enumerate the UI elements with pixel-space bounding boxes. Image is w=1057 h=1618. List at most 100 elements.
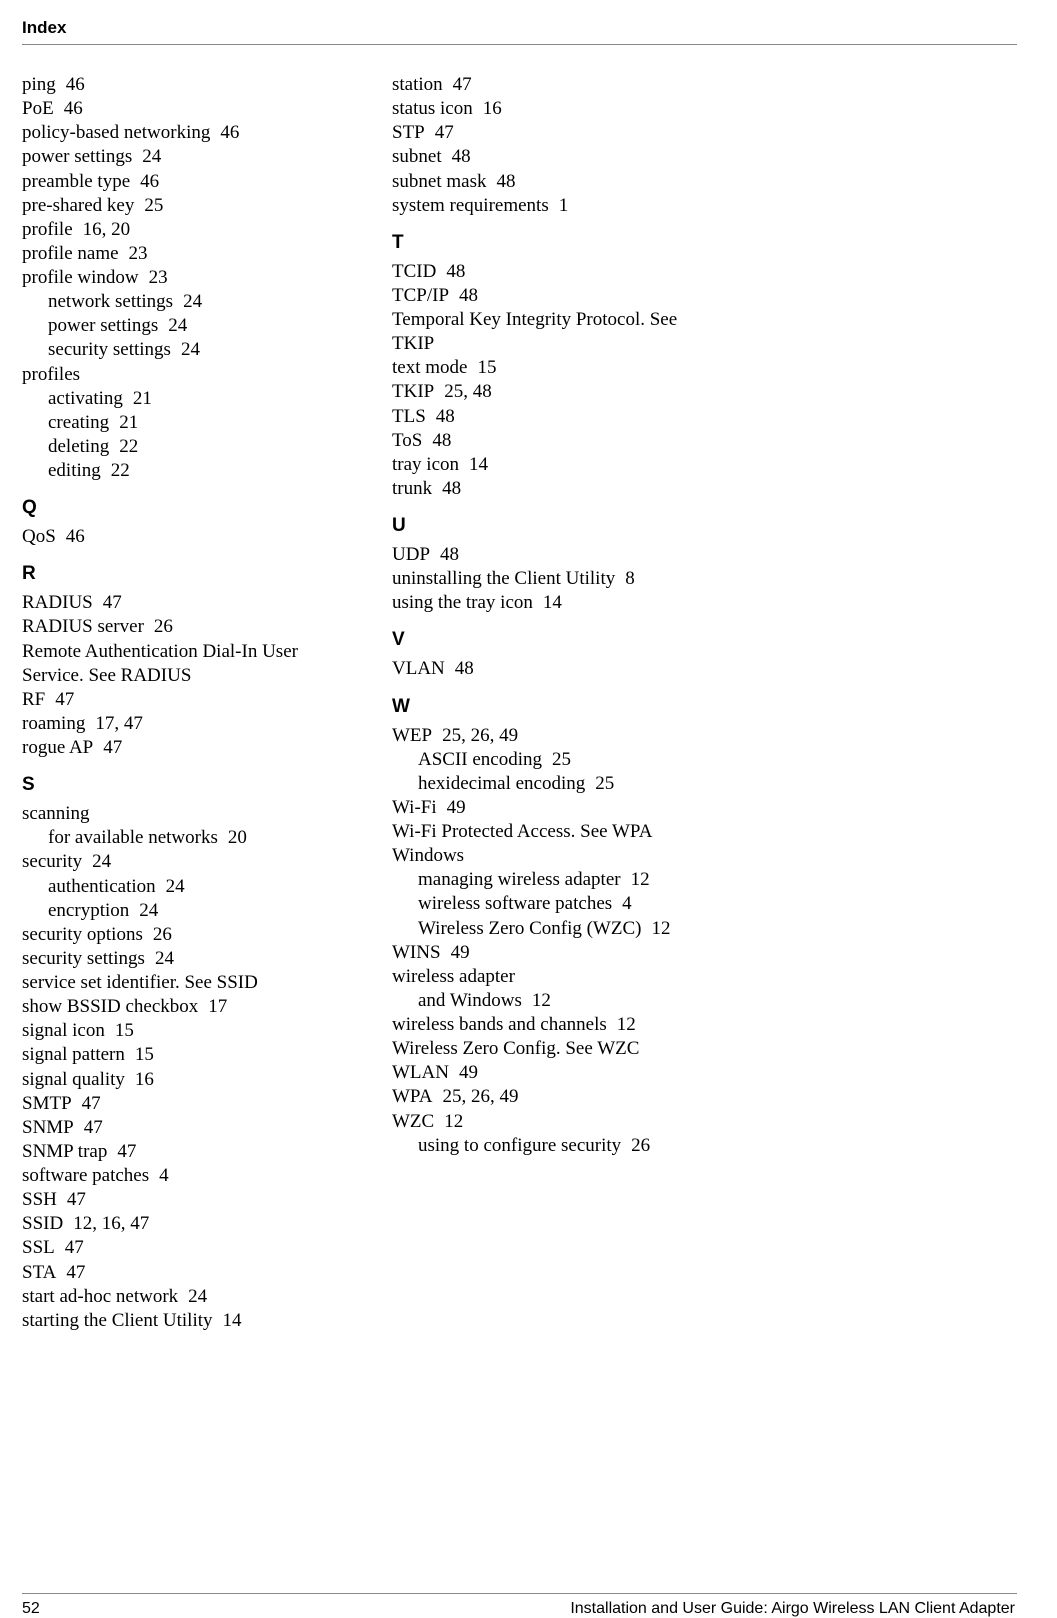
index-page-ref[interactable]: 25, 48 <box>444 381 492 402</box>
index-page-ref[interactable]: 48 <box>459 285 478 306</box>
index-page-ref[interactable]: 25, 26, 49 <box>442 725 518 746</box>
index-page-ref[interactable]: 47 <box>453 74 472 95</box>
index-page-ref[interactable]: 14 <box>543 592 562 613</box>
index-page-ref[interactable]: 12 <box>631 869 650 890</box>
index-page-ref[interactable]: 12 <box>617 1014 636 1035</box>
index-term: WZC <box>392 1111 434 1132</box>
index-page-ref[interactable]: 24 <box>183 291 202 312</box>
index-page-ref[interactable]: 47 <box>435 122 454 143</box>
index-page-ref[interactable]: 48 <box>452 146 471 167</box>
index-page-ref[interactable]: 4 <box>159 1165 169 1186</box>
index-page-ref[interactable]: 26 <box>154 616 173 637</box>
index-page-ref[interactable]: 48 <box>496 171 515 192</box>
index-page-ref[interactable]: 8 <box>625 568 635 589</box>
index-page-ref[interactable]: 21 <box>133 388 152 409</box>
index-page-ref[interactable]: 46 <box>66 74 85 95</box>
index-page-ref[interactable]: 48 <box>442 478 461 499</box>
index-page-ref[interactable]: 12 <box>444 1111 463 1132</box>
index-page-ref[interactable]: 26 <box>631 1135 650 1156</box>
index-page-ref[interactable]: 47 <box>65 1237 84 1258</box>
index-entry: security24 <box>22 850 352 874</box>
index-page-ref[interactable]: 46 <box>220 122 239 143</box>
index-term: roaming <box>22 713 85 734</box>
index-page-ref[interactable]: 25 <box>552 749 571 770</box>
page-title: Index <box>22 18 1017 38</box>
index-term: PoE <box>22 98 54 119</box>
index-entry: text mode15 <box>392 356 752 380</box>
index-page-ref[interactable]: 47 <box>66 1262 85 1283</box>
index-page-ref[interactable]: 49 <box>459 1062 478 1083</box>
index-page-ref[interactable]: 47 <box>103 737 122 758</box>
index-page-ref[interactable]: 48 <box>436 406 455 427</box>
index-page-ref[interactable]: 24 <box>166 876 185 897</box>
index-page-ref[interactable]: 46 <box>140 171 159 192</box>
index-page-ref[interactable]: 14 <box>469 454 488 475</box>
index-entry: SSID12, 16, 47 <box>22 1212 352 1236</box>
index-page-ref[interactable]: 23 <box>129 243 148 264</box>
index-term: policy-based networking <box>22 122 210 143</box>
index-page-ref[interactable]: 48 <box>455 658 474 679</box>
index-page-ref[interactable]: 20 <box>228 827 247 848</box>
index-page-ref[interactable]: 47 <box>117 1141 136 1162</box>
index-page-ref[interactable]: 24 <box>92 851 111 872</box>
index-entry: station47 <box>392 73 752 97</box>
index-term: managing wireless adapter <box>418 869 621 890</box>
index-section-letter: S <box>22 774 352 796</box>
index-page-ref[interactable]: 25, 26, 49 <box>442 1086 518 1107</box>
index-page-ref[interactable]: 16, 20 <box>83 219 131 240</box>
index-entry: Wi-Fi49 <box>392 796 752 820</box>
index-page-ref[interactable]: 12, 16, 47 <box>73 1213 149 1234</box>
index-page-ref[interactable]: 12 <box>532 990 551 1011</box>
index-page-ref[interactable]: 15 <box>135 1044 154 1065</box>
index-page-ref[interactable]: 21 <box>119 412 138 433</box>
index-page-ref[interactable]: 24 <box>142 146 161 167</box>
index-page-ref[interactable]: 24 <box>181 339 200 360</box>
index-page-ref[interactable]: 48 <box>440 544 459 565</box>
index-entry: SMTP47 <box>22 1092 352 1116</box>
index-entry: managing wireless adapter 12 <box>392 868 752 892</box>
index-page-ref[interactable]: 22 <box>119 436 138 457</box>
index-page-ref[interactable]: 15 <box>477 357 496 378</box>
index-entry: profiles <box>22 363 352 387</box>
index-term: tray icon <box>392 454 459 475</box>
index-page-ref[interactable]: 47 <box>103 592 122 613</box>
index-section-letter: T <box>392 232 752 254</box>
index-page-ref[interactable]: 47 <box>82 1093 101 1114</box>
index-page-ref[interactable]: 46 <box>64 98 83 119</box>
index-entry: network settings24 <box>22 290 352 314</box>
index-page-ref[interactable]: 23 <box>149 267 168 288</box>
index-term: starting the Client Utility <box>22 1310 213 1331</box>
index-term: Wireless Zero Config. See WZC <box>392 1038 639 1059</box>
index-page-ref[interactable]: 25 <box>144 195 163 216</box>
index-page-ref[interactable]: 49 <box>451 942 470 963</box>
index-page-ref[interactable]: 24 <box>155 948 174 969</box>
index-page-ref[interactable]: 17, 47 <box>95 713 143 734</box>
index-page-ref[interactable]: 47 <box>84 1117 103 1138</box>
index-page-ref[interactable]: 1 <box>559 195 569 216</box>
index-page-ref[interactable]: 47 <box>55 689 74 710</box>
index-page-ref[interactable]: 24 <box>139 900 158 921</box>
index-page-ref[interactable]: 16 <box>135 1069 154 1090</box>
index-column-left: ping46PoE46policy-based networking46powe… <box>22 73 352 1333</box>
index-page-ref[interactable]: 48 <box>446 261 465 282</box>
index-page-ref[interactable]: 25 <box>595 773 614 794</box>
index-page-ref[interactable]: 49 <box>447 797 466 818</box>
index-page-ref[interactable]: 17 <box>208 996 227 1017</box>
index-page-ref[interactable]: 16 <box>483 98 502 119</box>
index-page-ref[interactable]: 48 <box>432 430 451 451</box>
index-entry: pre-shared key25 <box>22 194 352 218</box>
index-page-ref[interactable]: 46 <box>66 526 85 547</box>
index-page-ref[interactable]: 26 <box>153 924 172 945</box>
index-page-ref[interactable]: 14 <box>223 1310 242 1331</box>
index-page-ref[interactable]: 22 <box>111 460 130 481</box>
index-page-ref[interactable]: 12 <box>651 918 670 939</box>
index-term: trunk <box>392 478 432 499</box>
index-page-ref[interactable]: 4 <box>622 893 632 914</box>
index-page-ref[interactable]: 24 <box>168 315 187 336</box>
index-term: for available networks <box>48 827 218 848</box>
index-entry: roaming 17, 47 <box>22 712 352 736</box>
index-page-ref[interactable]: 15 <box>115 1020 134 1041</box>
index-page-ref[interactable]: 47 <box>67 1189 86 1210</box>
index-page-ref[interactable]: 24 <box>188 1286 207 1307</box>
index-entry: SNMP47 <box>22 1116 352 1140</box>
